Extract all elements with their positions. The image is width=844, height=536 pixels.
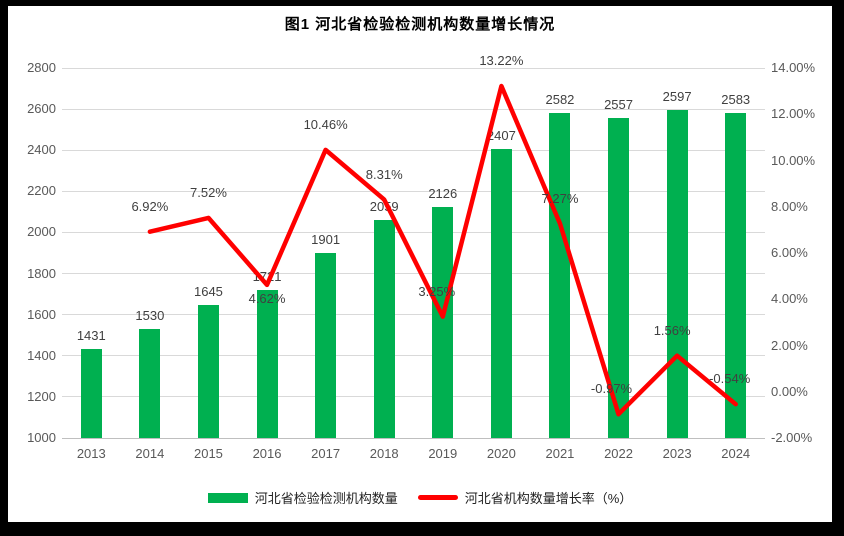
x-axis-tick: 2024 bbox=[721, 446, 751, 461]
x-axis-tick: 2023 bbox=[662, 446, 692, 461]
y-axis-tick-right: 4.00% bbox=[771, 291, 808, 307]
gridline bbox=[62, 437, 765, 439]
gridline bbox=[62, 67, 765, 69]
bar-value-label: 1530 bbox=[135, 308, 165, 324]
bar bbox=[432, 206, 454, 438]
y-axis-tick-left: 2400 bbox=[27, 142, 56, 158]
y-axis-tick-right: 8.00% bbox=[771, 198, 808, 214]
bar-value-label: 1721 bbox=[252, 268, 282, 284]
bar-value-label: 1431 bbox=[76, 328, 106, 344]
bar bbox=[373, 220, 395, 438]
chart-area: 图1 河北省检验检测机构数量增长情况 1000 1200 1400 1600 1800 2… bbox=[8, 6, 832, 522]
x-axis-tick: 2021 bbox=[545, 446, 575, 461]
bar-series-swatch-icon bbox=[207, 492, 248, 503]
y-axis-tick-left: 2600 bbox=[27, 101, 56, 117]
legend-bar-label: 河北省检验检测机构数量 bbox=[254, 491, 398, 506]
line-point-label: 6.92% bbox=[131, 198, 169, 214]
y-axis-tick-left: 1400 bbox=[27, 347, 56, 363]
gridline bbox=[62, 396, 765, 398]
line-point-label: 7.52% bbox=[190, 184, 227, 200]
bar-value-label: 2059 bbox=[369, 199, 399, 215]
y-axis-tick-right: 0.00% bbox=[771, 383, 808, 399]
y-axis-tick-right: 6.00% bbox=[771, 245, 808, 260]
y-axis-tick-left: 1200 bbox=[27, 388, 56, 404]
x-axis-tick: 2022 bbox=[604, 446, 633, 461]
x-axis-tick: 2013 bbox=[76, 446, 106, 461]
bar-value-label: 2126 bbox=[428, 185, 458, 201]
bar bbox=[315, 252, 337, 438]
y-axis-tick-left: 1600 bbox=[27, 306, 56, 322]
bar-value-label: 1901 bbox=[311, 231, 341, 247]
bar bbox=[256, 289, 278, 438]
y-axis-tick-left: 1800 bbox=[27, 265, 56, 281]
bar bbox=[197, 305, 219, 438]
y-axis-tick-right: -2.00% bbox=[771, 430, 813, 445]
bar bbox=[139, 329, 161, 438]
line-point-label: 13.22% bbox=[479, 53, 524, 69]
bar bbox=[725, 112, 747, 438]
legend-item-bars: 河北省检验检测机构数量 bbox=[207, 488, 398, 507]
gridline bbox=[62, 273, 765, 275]
bar-value-label: 2407 bbox=[486, 127, 516, 143]
legend-line-label: 河北省机构数量增长率（%） bbox=[464, 491, 633, 506]
y-axis-tick-right: 14.00% bbox=[771, 60, 816, 75]
x-axis-tick: 2018 bbox=[369, 446, 399, 461]
gridline bbox=[62, 355, 765, 357]
legend-item-line: 河北省机构数量增长率（%） bbox=[404, 488, 633, 507]
x-axis-tick: 2015 bbox=[193, 446, 223, 461]
line-point-label: 3.25% bbox=[418, 283, 456, 299]
y-axis-tick-right: 10.00% bbox=[771, 152, 816, 168]
gridline bbox=[62, 231, 765, 233]
chart-title: 图1 河北省检验检测机构数量增长情况 bbox=[284, 16, 556, 33]
growth-line bbox=[147, 83, 738, 417]
x-axis-tick: 2017 bbox=[311, 446, 341, 461]
bar bbox=[666, 109, 688, 438]
line-point-label: 1.56% bbox=[653, 322, 691, 338]
x-axis-tick: 2016 bbox=[252, 446, 282, 461]
y-axis-tick-right: 12.00% bbox=[771, 106, 816, 122]
line-point-label: 7.27% bbox=[541, 190, 579, 206]
line-point-label: -0.54% bbox=[709, 371, 751, 387]
gridline bbox=[62, 108, 765, 110]
bar bbox=[80, 349, 102, 438]
bar bbox=[490, 148, 512, 438]
line-point-label: 4.62% bbox=[248, 290, 286, 306]
gridline bbox=[62, 149, 765, 151]
line-series-swatch-icon bbox=[417, 495, 458, 500]
x-axis-tick: 2020 bbox=[486, 446, 516, 461]
y-axis-tick-right: 2.00% bbox=[771, 337, 808, 353]
line-point-label: -0.97% bbox=[590, 381, 633, 397]
y-axis-tick-left: 1000 bbox=[27, 430, 56, 445]
line-point-label: 10.46% bbox=[303, 116, 348, 132]
y-axis-tick-left: 2800 bbox=[27, 60, 56, 75]
line-point-label: 8.31% bbox=[365, 166, 403, 182]
bar bbox=[549, 112, 571, 438]
x-axis-tick: 2019 bbox=[428, 446, 458, 461]
legend: 河北省检验检测机构数量 河北省机构数量增长率（%） bbox=[8, 488, 832, 507]
y-axis-tick-left: 2000 bbox=[27, 224, 56, 240]
x-axis-tick: 2014 bbox=[135, 446, 165, 461]
y-axis-tick-left: 2200 bbox=[27, 183, 56, 199]
bar-value-label: 2583 bbox=[721, 91, 751, 107]
